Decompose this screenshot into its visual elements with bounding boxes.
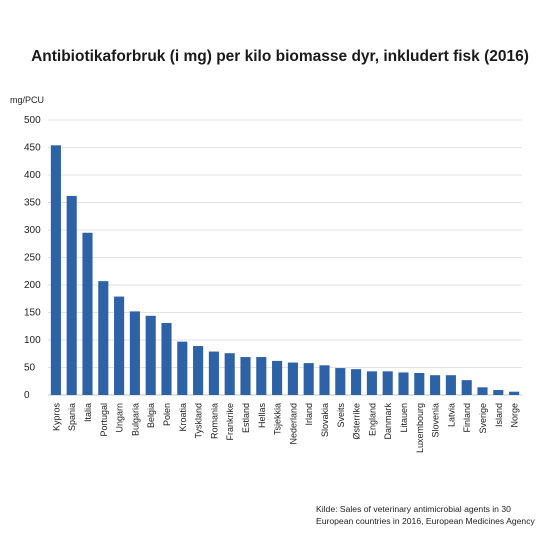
bar bbox=[477, 387, 488, 395]
y-tick-label: 400 bbox=[24, 170, 41, 181]
bar bbox=[98, 281, 109, 395]
x-tick-labels: Kypros Spania Italia Portugal Ungarn Bulgaria… bbox=[51, 403, 519, 454]
bar bbox=[50, 145, 61, 395]
x-tick-label: Belgia bbox=[146, 403, 156, 428]
x-tick-label: Spania bbox=[67, 403, 77, 431]
x-tick-label: Litauen bbox=[399, 403, 409, 433]
x-tick-label: Norge bbox=[510, 403, 520, 428]
bar bbox=[414, 373, 425, 395]
y-tick-label: 150 bbox=[24, 308, 41, 319]
bar bbox=[382, 371, 393, 395]
x-tick-label: Slovenia bbox=[431, 403, 441, 438]
y-tick-label: 300 bbox=[24, 225, 41, 236]
bar bbox=[335, 368, 346, 395]
x-tick-label: Luxembourg bbox=[415, 403, 425, 453]
gridlines bbox=[48, 119, 522, 396]
bar bbox=[161, 322, 172, 395]
y-tick-label: 450 bbox=[24, 143, 41, 154]
x-tick-label: Bulgaria bbox=[130, 403, 140, 436]
bar bbox=[224, 353, 235, 395]
bar bbox=[66, 195, 77, 395]
source-note: Kilde: Sales of veterinary antimicrobial… bbox=[316, 503, 535, 527]
x-tick-label: Kroatia bbox=[178, 403, 188, 432]
bar bbox=[493, 390, 504, 395]
bar bbox=[240, 357, 251, 395]
bar bbox=[193, 346, 204, 395]
y-tick-label: 350 bbox=[24, 198, 41, 209]
y-axis-label: mg/PCU bbox=[10, 95, 45, 105]
source-line-2: European countries in 2016, European Med… bbox=[316, 516, 535, 526]
bar bbox=[398, 372, 409, 395]
x-tick-label: Latvia bbox=[446, 403, 456, 427]
x-tick-label: Portugal bbox=[99, 403, 109, 437]
chart-title: Antibiotikaforbruk (i mg) per kilo bioma… bbox=[31, 48, 529, 65]
x-tick-label: Romania bbox=[209, 403, 219, 439]
bar bbox=[82, 232, 93, 395]
y-tick-label: 500 bbox=[24, 115, 41, 126]
bar bbox=[461, 380, 472, 395]
x-tick-label: Kypros bbox=[51, 403, 61, 432]
x-tick-label: Sverige bbox=[478, 403, 488, 434]
y-tick-label: 250 bbox=[24, 253, 41, 264]
x-tick-label: Østerrike bbox=[352, 403, 362, 440]
bar bbox=[145, 315, 156, 395]
bar bbox=[303, 363, 314, 395]
x-tick-label: Nederland bbox=[288, 403, 298, 445]
x-tick-label: Sveits bbox=[336, 403, 346, 428]
x-tick-label: Danmark bbox=[383, 403, 393, 440]
x-tick-label: Tyskland bbox=[194, 403, 204, 439]
x-tick-label: Polen bbox=[162, 403, 172, 426]
bar bbox=[272, 360, 283, 395]
y-tick-label: 50 bbox=[24, 363, 36, 374]
bar bbox=[445, 375, 456, 395]
bar bbox=[287, 362, 298, 395]
x-tick-label: Italia bbox=[83, 403, 93, 422]
x-tick-label: Tsjekkia bbox=[273, 403, 283, 435]
bars bbox=[50, 145, 520, 395]
bar bbox=[509, 391, 520, 395]
x-tick-label: Ungarn bbox=[115, 403, 125, 433]
x-tick-label: Hellas bbox=[257, 403, 267, 429]
source-line-1: Kilde: Sales of veterinary antimicrobial… bbox=[316, 504, 511, 514]
bar bbox=[256, 357, 267, 395]
y-tick-label: 200 bbox=[24, 280, 41, 291]
bar bbox=[114, 296, 125, 395]
x-tick-label: Frankrike bbox=[225, 403, 235, 441]
bar bbox=[177, 341, 188, 395]
bar bbox=[351, 369, 362, 395]
bar bbox=[430, 375, 441, 395]
x-tick-label: Slovakia bbox=[320, 403, 330, 437]
x-tick-label: England bbox=[367, 403, 377, 436]
bar bbox=[129, 311, 140, 395]
bar bbox=[208, 351, 219, 395]
y-tick-label: 100 bbox=[24, 335, 41, 346]
bar bbox=[366, 371, 377, 395]
x-tick-label: Finland bbox=[462, 403, 472, 433]
x-tick-label: Irland bbox=[304, 403, 314, 426]
x-tick-label: Island bbox=[494, 403, 504, 427]
y-tick-label: 0 bbox=[24, 390, 30, 401]
bar bbox=[319, 365, 330, 395]
x-tick-label: Estland bbox=[241, 403, 251, 433]
